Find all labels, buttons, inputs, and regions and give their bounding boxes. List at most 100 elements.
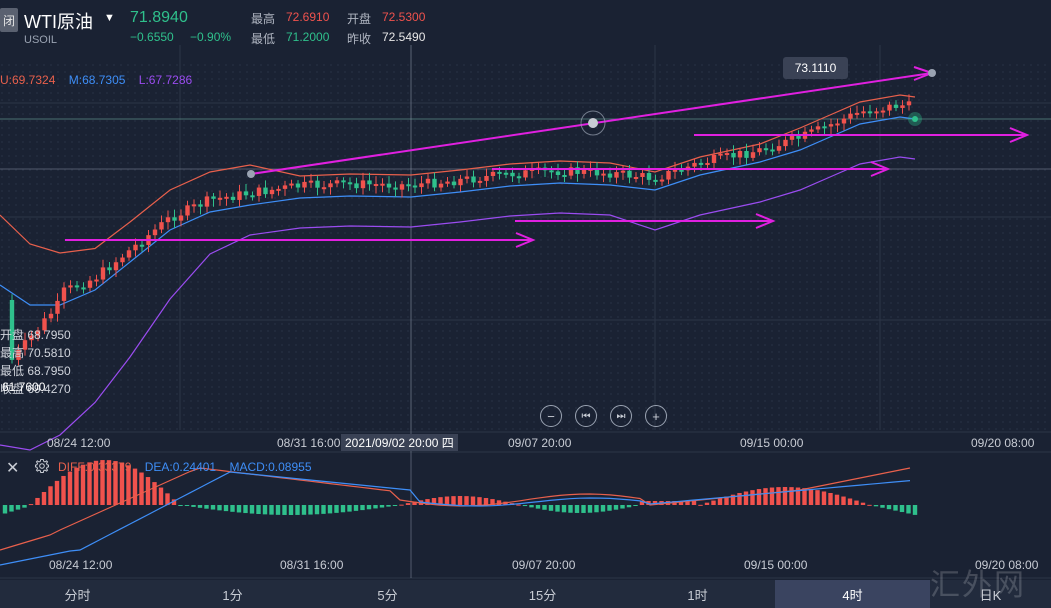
date-tick: 09/20 08:00 <box>971 436 1035 450</box>
candle <box>152 229 158 236</box>
candle <box>35 330 41 336</box>
macd-bar <box>828 492 833 505</box>
dea-line <box>0 471 911 566</box>
ohlc-high: 最高 70.5810 <box>0 346 71 360</box>
macd-bar <box>165 493 170 505</box>
candle <box>620 170 626 173</box>
macd-bar <box>93 460 99 505</box>
candle <box>68 285 73 288</box>
candle <box>211 196 216 199</box>
tab-4hour[interactable]: 4时 <box>775 580 930 608</box>
symbol-title[interactable]: WTI原油 <box>24 12 93 32</box>
macd-bar <box>9 505 14 512</box>
gear-icon[interactable] <box>34 458 50 474</box>
candle <box>809 129 814 132</box>
tab-15min[interactable]: 15分 <box>528 587 557 603</box>
macd-bar <box>321 505 326 514</box>
macd-bar <box>399 504 404 506</box>
macd-bar <box>535 505 541 509</box>
macd-bar <box>886 505 892 510</box>
macd-bar <box>28 504 34 506</box>
last-price: 71.8940 <box>130 9 188 26</box>
macd-bar <box>691 501 697 505</box>
candle <box>906 101 912 106</box>
macd-bar <box>392 505 398 506</box>
macd-bar <box>815 490 820 505</box>
candle <box>705 162 710 165</box>
candle <box>373 184 379 187</box>
macd-bar <box>860 502 866 505</box>
candle <box>549 170 554 173</box>
candle <box>159 222 164 230</box>
macd-bar <box>15 505 21 510</box>
candle <box>412 185 418 188</box>
macd-bar <box>880 505 885 508</box>
candle <box>126 250 132 258</box>
macd-bar <box>542 505 547 510</box>
macd-bar <box>451 496 456 505</box>
macd-bar <box>80 464 86 505</box>
macd-bar <box>873 505 879 507</box>
macd-bar <box>847 498 853 505</box>
candle <box>393 187 398 190</box>
tab-1min[interactable]: 1分 <box>222 587 243 603</box>
candle <box>16 349 21 360</box>
candle <box>113 262 119 271</box>
tab-1hour[interactable]: 1时 <box>687 587 708 603</box>
zoom-out-button[interactable]: − <box>540 405 562 427</box>
candle <box>796 135 801 139</box>
candle <box>425 178 431 184</box>
candle <box>692 162 697 167</box>
macd-bar <box>340 505 346 513</box>
price-chart[interactable] <box>0 0 1051 580</box>
macd-value: MACD:0.08955 <box>229 460 312 474</box>
upper-band-line <box>0 94 916 254</box>
macd-legend: DIFF:0.33379 DEA:0.24401 MACD:0.08955 <box>58 460 322 474</box>
macd-bar <box>743 491 749 505</box>
candle <box>269 189 275 195</box>
macd-bar <box>854 500 859 505</box>
scroll-first-button[interactable]: ⏮ <box>575 405 597 427</box>
macd-bar <box>262 505 268 515</box>
ohlc-close: 收盘 69.4270 <box>0 382 71 396</box>
tab-daily[interactable]: 日K <box>979 587 1002 603</box>
dea-value: DEA:0.24401 <box>144 460 217 474</box>
macd-bar <box>119 462 125 505</box>
macd-bar <box>802 488 807 505</box>
scroll-last-button[interactable]: ⏭ <box>610 405 632 427</box>
close-icon[interactable]: ✕ <box>6 460 20 477</box>
macd-bar <box>457 496 463 505</box>
market-closed-badge: 闭 <box>0 8 18 32</box>
candle <box>458 178 463 186</box>
macd-bar <box>626 505 632 508</box>
candle <box>698 162 704 165</box>
middle-band-value: M:68.7305 <box>68 73 126 87</box>
candle <box>614 172 619 178</box>
macd-bar <box>74 467 79 505</box>
macd-bar <box>841 496 846 505</box>
macd-bar <box>301 505 307 515</box>
candle <box>61 287 67 301</box>
candle <box>315 180 320 188</box>
candle <box>575 167 580 174</box>
tab-timeshare[interactable]: 分时 <box>64 587 91 603</box>
candle <box>789 135 795 140</box>
candle <box>523 170 528 178</box>
candle <box>48 313 54 319</box>
macd-bar <box>789 487 794 505</box>
chevron-down-icon[interactable]: ▼ <box>104 12 115 24</box>
macd-bar <box>464 496 469 505</box>
candle <box>438 183 444 188</box>
candle <box>653 179 658 182</box>
macd-bar <box>295 505 300 515</box>
candle <box>276 188 281 191</box>
macd-bar <box>405 503 411 505</box>
tab-5min[interactable]: 5分 <box>377 587 398 603</box>
candle <box>100 267 106 280</box>
candle <box>783 139 788 147</box>
prev-close-label: 昨收 <box>347 32 372 46</box>
macd-bar <box>35 497 40 505</box>
macd-bar <box>834 494 840 505</box>
zoom-in-button[interactable]: + <box>645 405 667 427</box>
candle <box>874 111 879 114</box>
